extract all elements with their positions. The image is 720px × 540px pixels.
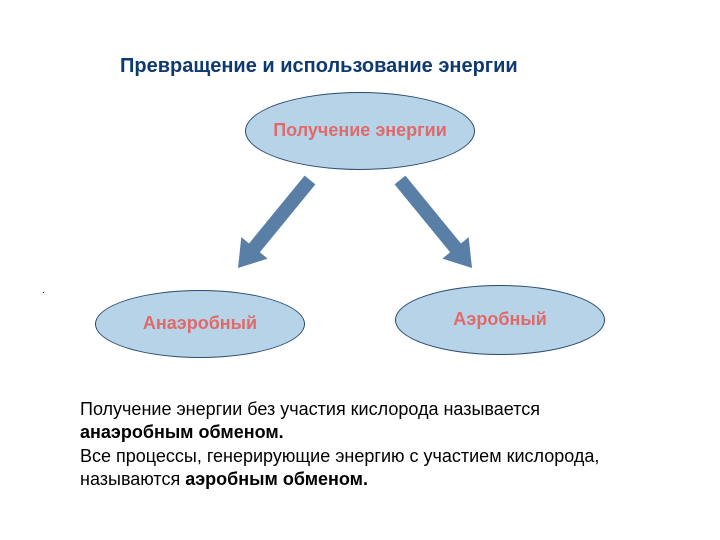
node-right: Аэробный (395, 285, 605, 355)
node-top-label: Получение энергии (273, 120, 447, 142)
para-bold-1: анаэробным обменом. (80, 422, 284, 442)
node-left-label: Анаэробный (143, 313, 257, 335)
page-title: Превращение и использование энергии (120, 55, 518, 78)
node-right-label: Аэробный (453, 309, 547, 331)
para-plain-1: Получение энергии без участия кислорода … (80, 399, 540, 419)
para-bold-2: аэробным обменом. (185, 469, 368, 489)
node-left: Анаэробный (95, 290, 305, 358)
arrow-left (198, 140, 350, 308)
arrow-right (360, 140, 512, 308)
description-paragraph: Получение энергии без участия кислорода … (80, 398, 640, 492)
stray-dot: . (42, 285, 45, 296)
